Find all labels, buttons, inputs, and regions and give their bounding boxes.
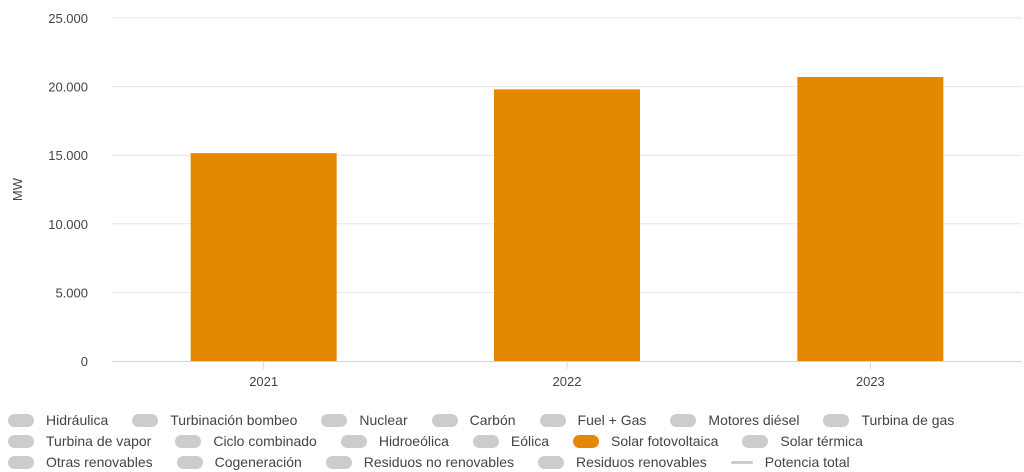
- y-tick-label: 10.000: [48, 217, 88, 232]
- legend-label: Eólica: [510, 433, 550, 449]
- y-tick-label: 20.000: [48, 80, 88, 95]
- y-tick-label: 25.000: [48, 11, 88, 26]
- y-tick-label: 15.000: [48, 148, 88, 163]
- legend-item[interactable]: Turbinación bombeo: [132, 410, 297, 430]
- legend-swatch-icon: [132, 413, 159, 427]
- legend-item[interactable]: Motores diésel: [670, 410, 799, 430]
- legend-swatch-icon: [175, 434, 202, 448]
- legend-label: Residuos renovables: [576, 454, 707, 470]
- x-tick-label: 2023: [856, 374, 885, 389]
- legend-swatch-icon: [539, 413, 566, 427]
- bars: [190, 76, 944, 362]
- legend-swatch-icon: [431, 413, 458, 427]
- legend-label: Turbina de vapor: [46, 433, 152, 449]
- bar-2021[interactable]: [190, 153, 337, 361]
- legend-label: Potencia total: [764, 454, 850, 470]
- legend-item[interactable]: Solar térmica: [742, 431, 863, 451]
- legend-swatch-icon: [325, 455, 352, 469]
- x-axis-ticks: 2021 2022 2023: [249, 361, 885, 389]
- y-axis-label: MW: [10, 177, 25, 201]
- legend-label: Residuos no renovables: [363, 454, 514, 470]
- legend-item[interactable]: Nuclear: [321, 410, 408, 430]
- y-tick-label: 0: [81, 354, 88, 369]
- legend-row: Hidráulica Turbinación bombeo Nuclear Carbó…: [8, 410, 978, 430]
- legend-line-icon: [730, 460, 753, 464]
- legend-swatch-icon: [8, 434, 34, 448]
- legend-row: Turbina de vapor Ciclo combinado Hidroeóli…: [8, 431, 887, 451]
- legend-label: Otras renovables: [46, 454, 153, 470]
- legend-label: Carbón: [469, 412, 516, 428]
- legend-label: Fuel + Gas: [577, 412, 647, 428]
- legend-item[interactable]: Turbina de gas: [823, 410, 954, 430]
- legend-swatch-icon: [670, 413, 697, 427]
- bar-2023[interactable]: [797, 76, 944, 361]
- legend-label: Hidráulica: [46, 412, 109, 428]
- y-axis-ticks: 0 5.000 10.000 15.000 20.000 25.000: [48, 11, 88, 369]
- legend-swatch-icon: [538, 455, 564, 469]
- legend-item[interactable]: Carbón: [431, 410, 516, 430]
- legend-item[interactable]: Turbina de vapor: [8, 431, 151, 451]
- legend-label: Solar térmica: [780, 433, 863, 449]
- legend-item[interactable]: Hidroeólica: [340, 431, 449, 451]
- legend-label: Solar fotovoltaica: [611, 433, 719, 449]
- legend-item[interactable]: Fuel + Gas: [539, 410, 647, 430]
- legend-swatch-icon: [8, 455, 34, 469]
- legend-swatch-icon: [176, 455, 203, 469]
- legend-item[interactable]: Hidráulica: [8, 410, 108, 430]
- bar-2022[interactable]: [494, 89, 640, 362]
- x-tick-label: 2022: [553, 374, 582, 389]
- legend-swatch-icon: [742, 434, 769, 448]
- legend-swatch-icon: [8, 413, 34, 427]
- legend-label: Hidroeólica: [378, 433, 449, 449]
- legend-swatch-icon: [321, 413, 348, 427]
- legend-item[interactable]: Eólica: [472, 431, 550, 451]
- legend-swatch-icon: [573, 434, 600, 448]
- legend-item[interactable]: Potencia total: [730, 452, 850, 472]
- legend-label: Ciclo combinado: [213, 433, 317, 449]
- legend-item[interactable]: Solar fotovoltaica: [573, 431, 718, 451]
- y-tick-label: 5.000: [55, 285, 88, 300]
- legend-item[interactable]: Otras renovables: [8, 452, 153, 472]
- legend-item[interactable]: Ciclo combinado: [175, 431, 317, 451]
- legend-item[interactable]: Cogeneración: [176, 452, 302, 472]
- legend-label: Cogeneración: [214, 454, 302, 470]
- legend-item[interactable]: Residuos no renovables: [325, 452, 514, 472]
- legend: Hidráulica Turbinación bombeo Nuclear Carbó…: [0, 410, 1024, 472]
- legend-row: Otras renovables Cogeneración Residuos no …: [8, 452, 874, 472]
- legend-label: Turbinación bombeo: [170, 412, 298, 428]
- x-tick-label: 2021: [249, 374, 278, 389]
- legend-swatch-icon: [472, 434, 499, 448]
- legend-label: Nuclear: [359, 412, 408, 428]
- legend-item[interactable]: Residuos renovables: [538, 452, 707, 472]
- legend-label: Turbina de gas: [861, 412, 955, 428]
- legend-label: Motores diésel: [708, 412, 800, 428]
- legend-swatch-icon: [340, 434, 367, 448]
- legend-swatch-icon: [823, 413, 850, 427]
